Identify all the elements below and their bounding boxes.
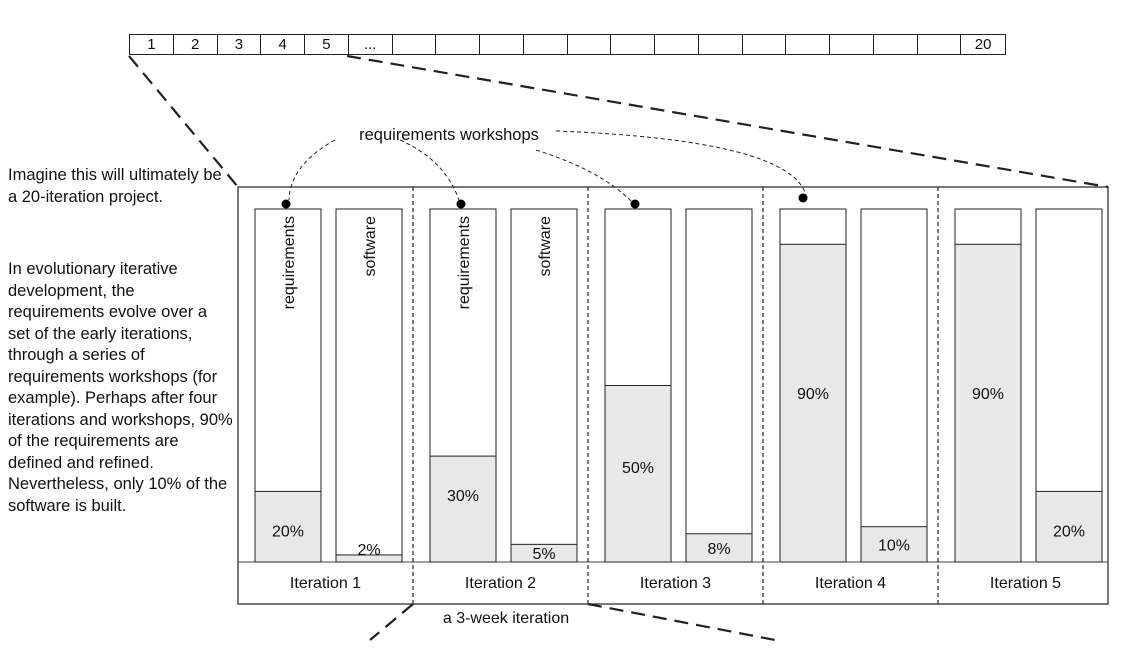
requirements-fill [254,490,322,563]
timeline-cell [611,35,655,54]
timeline-cell [743,35,787,54]
workshop-connector [399,139,460,201]
iteration-label: Iteration 1 [290,575,361,592]
software-fill [510,543,578,563]
iteration-label: Iteration 5 [990,575,1061,592]
requirements-bar-label: requirements [456,216,473,309]
timeline-cell [480,35,524,54]
requirements-fill [954,243,1022,563]
timeline-cell [524,35,568,54]
timeline-cell [786,35,830,54]
zoom-line-bottom-right [587,602,776,642]
timeline-cell: 20 [974,36,992,53]
software-bar [685,208,753,563]
timeline-cell [568,35,612,54]
workshop-dot [630,199,640,209]
zoom-line-right [346,54,1109,189]
intro-text: Imagine this will ultimately be a 20-ite… [8,166,222,206]
workshop-connector [288,139,336,201]
software-bar [510,208,578,563]
timeline-cell: 2 [174,35,218,54]
software-fill [335,554,403,563]
timeline-cell [918,35,962,54]
software-bar-label: software [362,216,379,277]
timeline-cell [699,35,743,54]
annotation-label: requirements workshops [359,126,539,144]
software-percent-label: 20% [1053,523,1085,540]
timeline-cell: ... [349,35,393,54]
software-percent-label: 2% [357,542,380,559]
requirements-percent-label: 90% [972,386,1004,403]
software-percent-label: 8% [707,541,730,558]
software-bar [860,208,928,563]
requirements-fill [604,385,672,563]
timeline-cell: 4 [261,35,305,54]
workshop-connector [535,149,632,202]
workshop-dot [456,199,466,209]
timeline-cell [655,35,699,54]
timeline-cell: 5 [305,35,349,54]
timeline-cell: 3 [218,35,262,54]
software-percent-label: 10% [878,537,910,554]
requirements-fill [429,455,497,563]
explanation-text: In evolutionary iterative development, t… [8,260,233,515]
requirements-bar-label: requirements [281,216,298,309]
requirements-percent-label: 50% [622,460,654,477]
duration-note: a 3-week iteration [443,610,569,627]
software-fill [685,533,753,563]
timeline-cell [393,35,437,54]
timeline-cell [874,35,918,54]
requirements-fill [779,243,847,563]
software-bar [335,208,403,563]
workshop-connector [555,130,807,196]
zoom-line-left [128,55,239,188]
iteration-label: Iteration 2 [465,575,536,592]
requirements-percent-label: 30% [447,488,479,505]
timeline-cell [436,35,480,54]
workshop-dot [281,199,291,209]
software-fill [860,526,928,563]
requirements-percent-label: 90% [797,386,829,403]
iteration-label: Iteration 3 [640,575,711,592]
requirements-percent-label: 20% [272,523,304,540]
timeline-cell: 1 [130,35,174,54]
timeline-strip: 1 2 3 4 5... 20 [129,34,1006,55]
timeline-cell [830,35,874,54]
software-percent-label: 5% [532,546,555,563]
workshop-dot [798,193,808,203]
zoom-line-bottom-left [369,603,414,641]
iteration-label: Iteration 4 [815,575,886,592]
software-bar-label: software [537,216,554,277]
diagram-frame [237,186,1109,605]
software-fill [1035,490,1103,563]
